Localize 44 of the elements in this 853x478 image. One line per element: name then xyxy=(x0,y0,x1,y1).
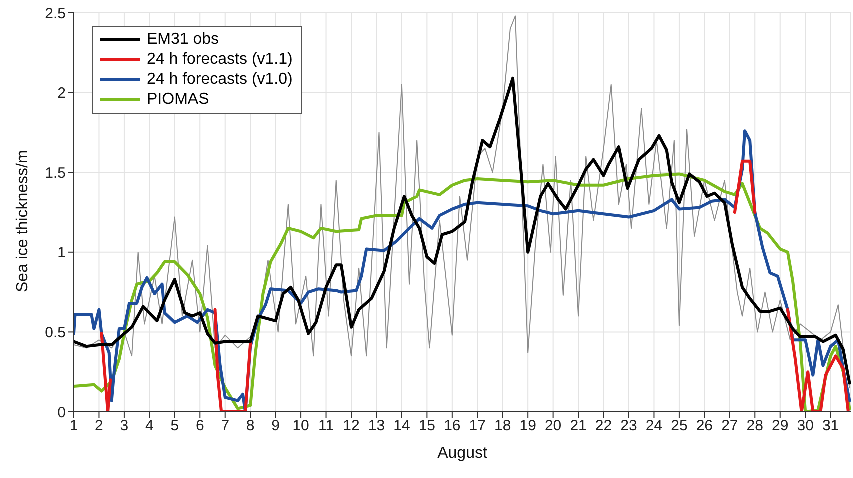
x-tick-label: 11 xyxy=(318,418,334,435)
x-tick-label: 2 xyxy=(95,418,104,435)
x-tick-label: 23 xyxy=(620,418,638,435)
x-tick-label: 4 xyxy=(146,418,154,435)
x-tick-label: 22 xyxy=(595,418,612,435)
legend-label: EM31 obs xyxy=(147,30,220,50)
x-tick-label: 16 xyxy=(444,418,461,435)
x-tick-label: 13 xyxy=(368,418,386,435)
x-tick-label: 18 xyxy=(494,418,512,435)
legend-label: 24 h forecasts (v1.0) xyxy=(147,70,293,90)
y-tick-label: 2.5 xyxy=(45,5,66,22)
x-tick-label: 12 xyxy=(343,418,360,435)
x-axis-title: August xyxy=(438,445,488,462)
x-tick-label: 1 xyxy=(70,418,78,435)
y-tick-label: 1 xyxy=(58,244,66,262)
x-tick-label: 19 xyxy=(520,418,536,435)
x-tick-label: 6 xyxy=(196,418,204,435)
x-tick-label: 14 xyxy=(394,418,410,435)
x-tick-label: 26 xyxy=(696,418,714,435)
x-tick-label: 21 xyxy=(570,418,587,435)
y-axis-title: Sea ice thickness/m xyxy=(14,150,32,292)
x-tick-label: 28 xyxy=(746,418,764,435)
x-tick-label: 9 xyxy=(272,418,280,435)
x-tick-label: 3 xyxy=(120,418,129,435)
y-tick-label: 0 xyxy=(58,404,66,422)
x-tick-label: 10 xyxy=(292,418,310,435)
x-tick-label: 5 xyxy=(170,418,180,435)
x-tick-label: 30 xyxy=(797,418,814,435)
x-tick-label: 31 xyxy=(822,418,840,435)
y-tick-label: 2 xyxy=(58,85,66,102)
legend-label: PIOMAS xyxy=(147,90,210,110)
x-tick-label: 24 xyxy=(646,418,663,435)
x-tick-label: 7 xyxy=(221,418,230,435)
y-tick-label: 0.5 xyxy=(45,324,66,342)
x-tick-label: 20 xyxy=(544,418,562,435)
line-series xyxy=(74,16,850,389)
x-tick-label: 27 xyxy=(722,418,738,435)
legend-label: 24 h forecasts (v1.1) xyxy=(147,50,293,70)
x-tick-label: 15 xyxy=(418,418,436,435)
x-tick-label: 29 xyxy=(772,418,789,435)
x-tick-label: 17 xyxy=(469,418,486,435)
x-tick-label: 8 xyxy=(246,418,255,435)
x-tick-label: 25 xyxy=(671,418,688,435)
y-tick-label: 1.5 xyxy=(45,164,66,182)
